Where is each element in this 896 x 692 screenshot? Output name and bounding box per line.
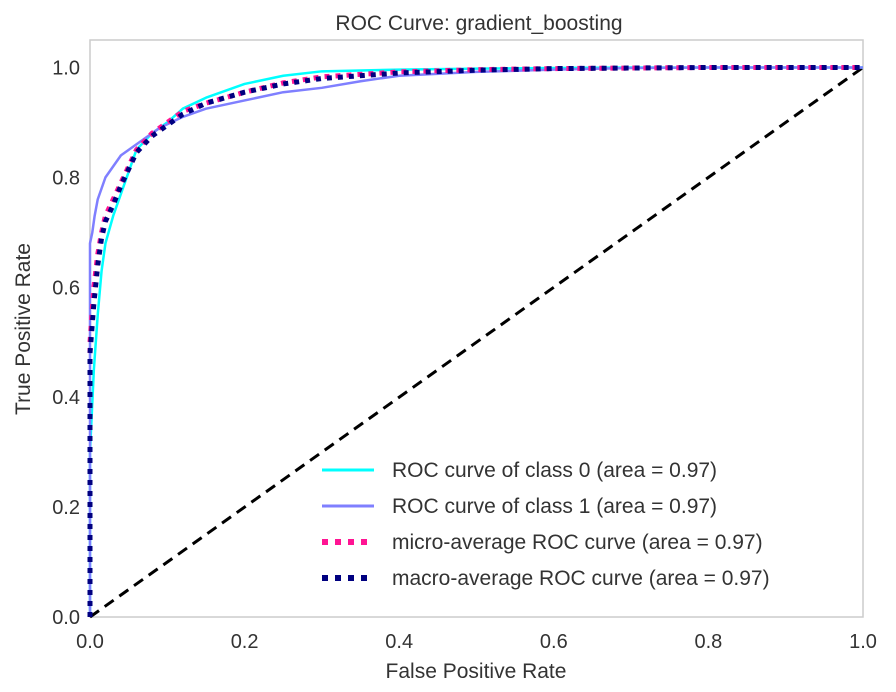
x-tick-label: 0.8 xyxy=(694,631,722,653)
roc-series-line xyxy=(89,66,864,619)
x-axis-ticks: 0.0 0.2 0.4 0.6 0.8 1.0 xyxy=(76,631,877,653)
x-tick-label: 0.6 xyxy=(540,631,568,653)
legend-entry-label: ROC curve of class 0 (area = 0.97) xyxy=(392,459,717,482)
curves-layer xyxy=(87,64,864,619)
legend: ROC curve of class 0 (area = 0.97) ROC cu… xyxy=(322,459,770,590)
y-tick-label: 0.2 xyxy=(52,497,80,519)
y-tick-label: 0.8 xyxy=(52,167,80,189)
x-axis-label: False Positive Rate xyxy=(386,660,567,683)
legend-entry-label: micro-average ROC curve (area = 0.97) xyxy=(392,531,763,554)
y-axis-ticks: 0.0 0.2 0.4 0.6 0.8 1.0 xyxy=(52,57,80,629)
legend-entry-label: macro-average ROC curve (area = 0.97) xyxy=(392,567,770,590)
x-tick-label: 0.4 xyxy=(385,631,413,653)
legend-entry-label: ROC curve of class 1 (area = 0.97) xyxy=(392,495,717,518)
y-tick-label: 0.6 xyxy=(52,277,80,299)
x-tick-label: 0.2 xyxy=(231,631,259,653)
chart-title: ROC Curve: gradient_boosting xyxy=(335,12,622,35)
y-tick-label: 0.4 xyxy=(52,387,80,409)
y-tick-label: 0.0 xyxy=(52,607,80,629)
roc-series-line xyxy=(87,64,863,617)
y-axis-label: True Positive Rate xyxy=(12,243,35,415)
y-tick-label: 1.0 xyxy=(52,57,80,79)
x-tick-label: 0.0 xyxy=(76,631,104,653)
plot-frame xyxy=(89,39,864,618)
roc-series-line xyxy=(87,64,863,617)
x-tick-label: 1.0 xyxy=(849,631,877,653)
